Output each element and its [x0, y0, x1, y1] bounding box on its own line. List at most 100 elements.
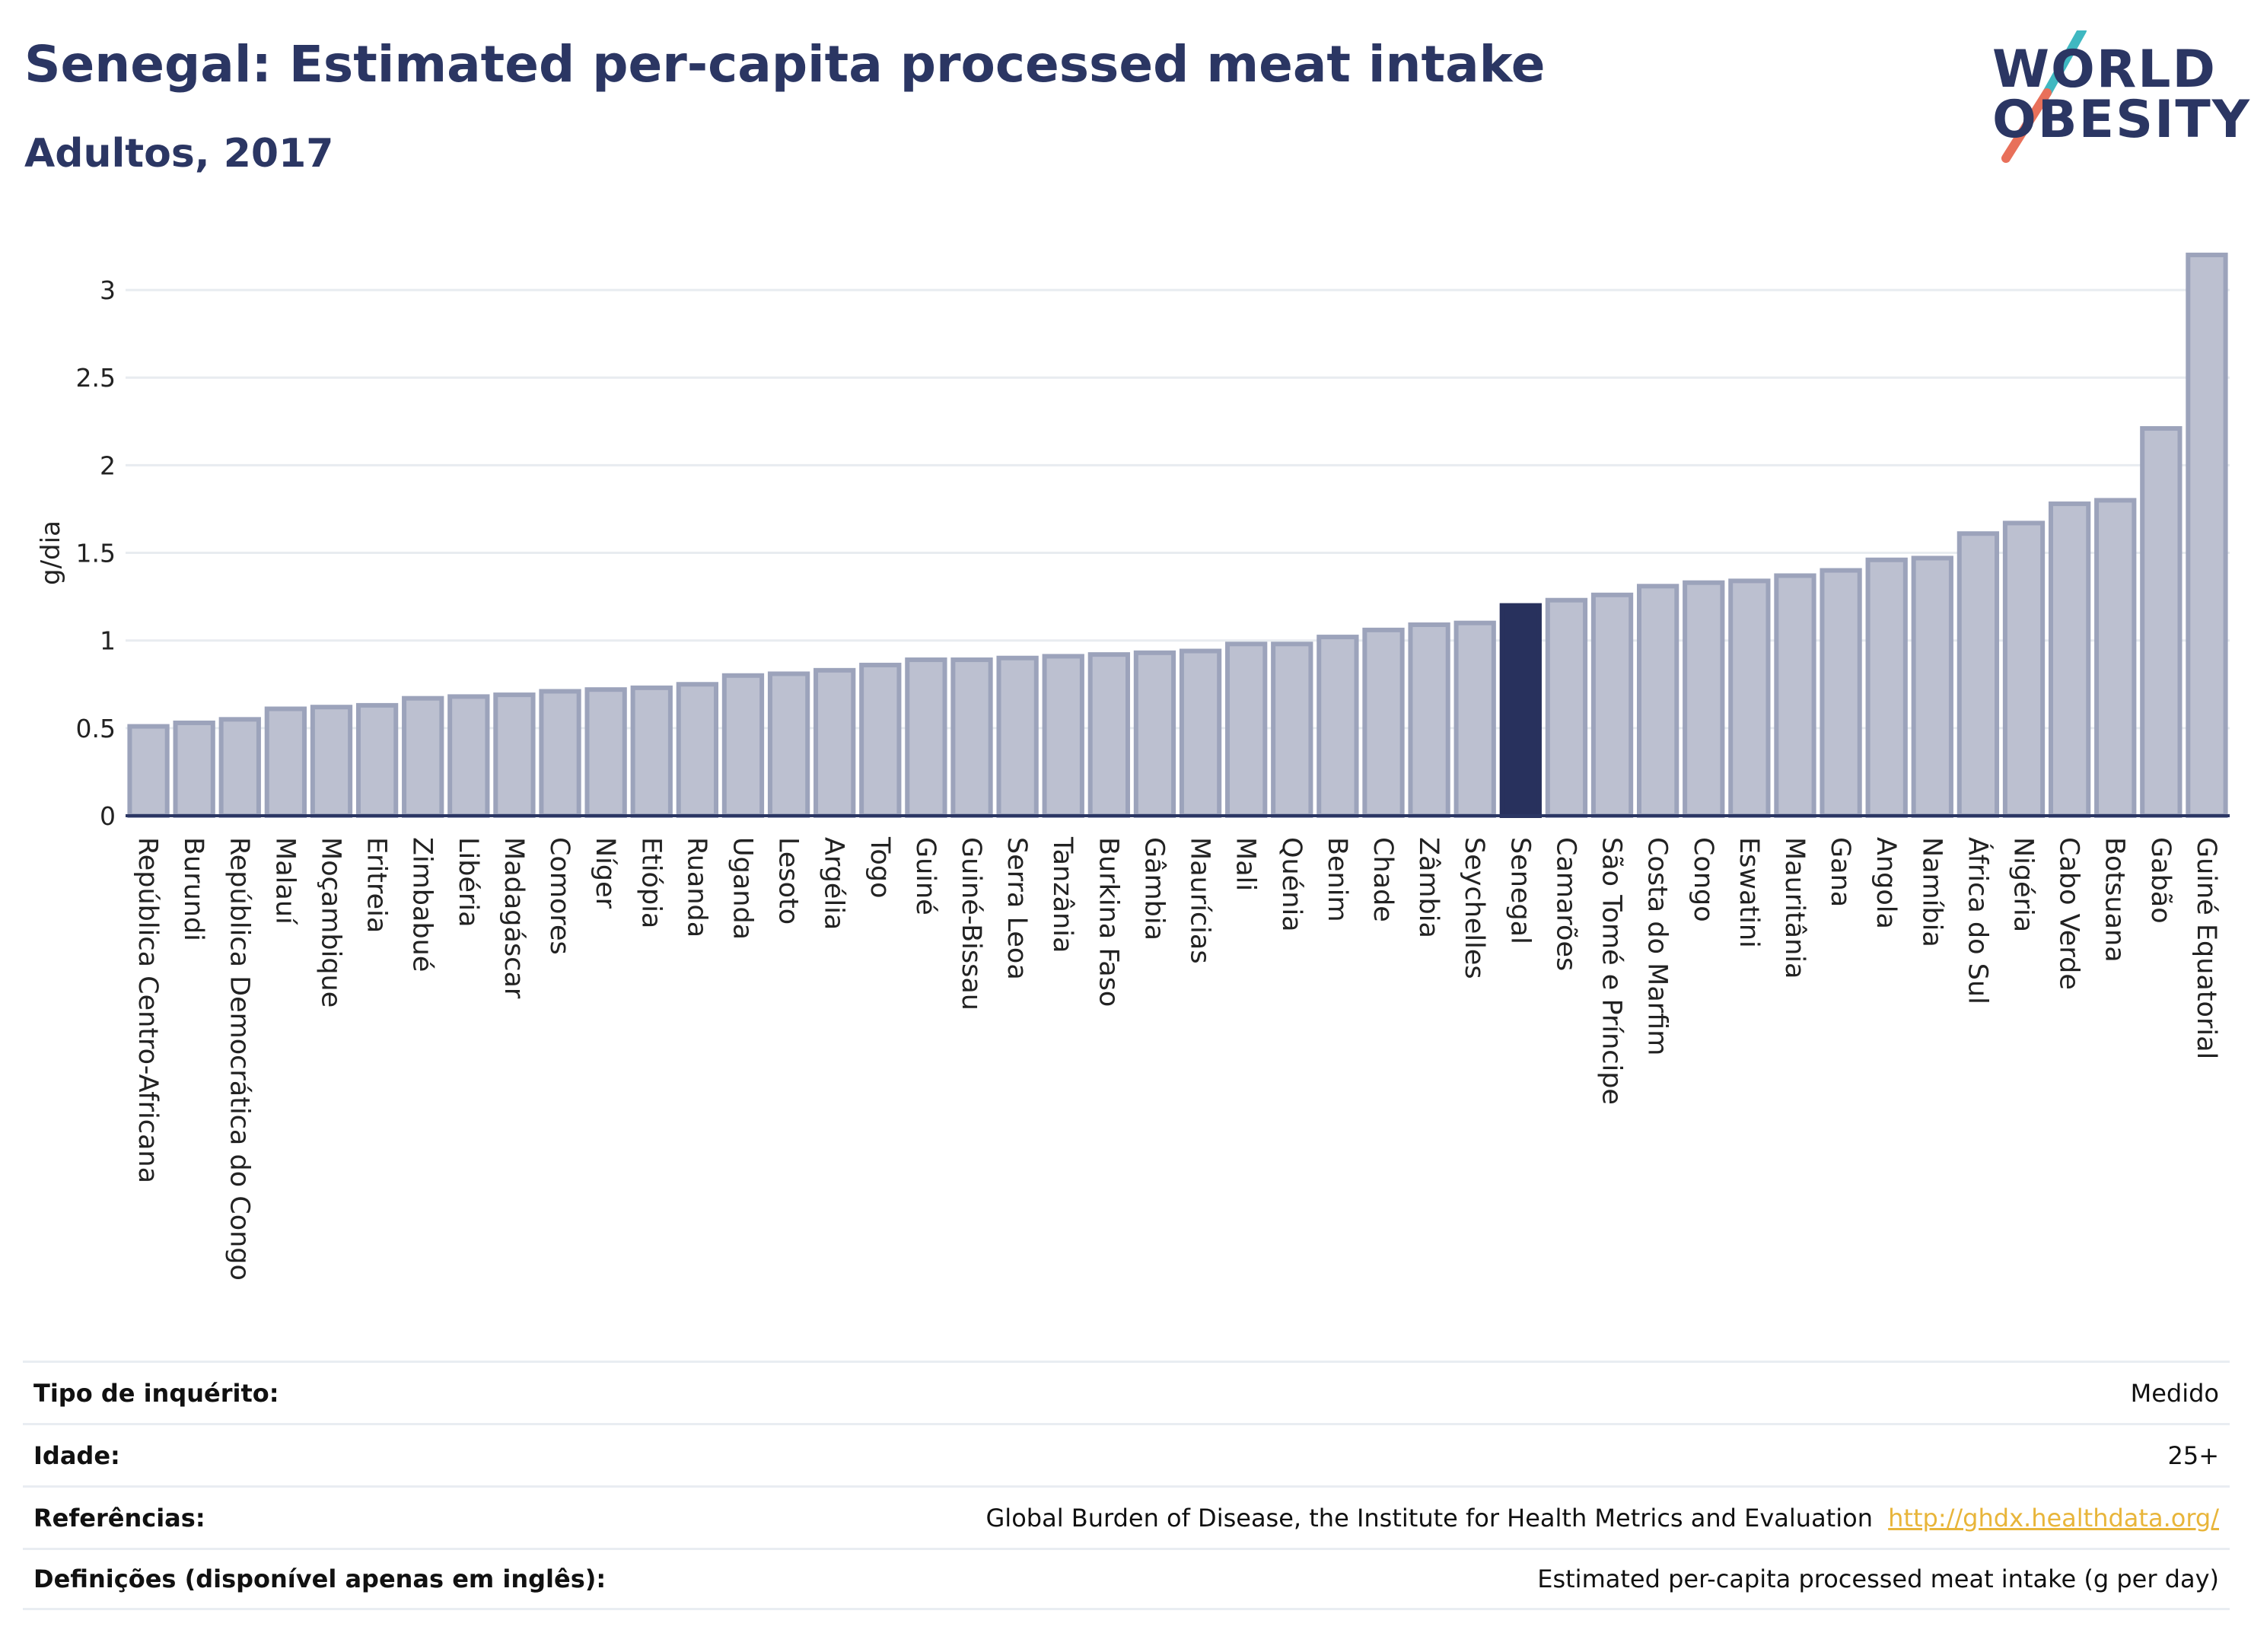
bar-camar-es[interactable] — [1545, 597, 1588, 819]
x-tick-label: Quénia — [1276, 837, 1307, 932]
x-tick-label: Senegal — [1504, 837, 1535, 944]
bar-arg-lia[interactable] — [813, 667, 856, 819]
bar-congo[interactable] — [1683, 580, 1725, 818]
bar-ruanda[interactable] — [676, 682, 719, 818]
y-tick-label: 1 — [100, 626, 116, 656]
y-tick-label: 3 — [100, 275, 116, 305]
reference-link[interactable]: http://ghdx.healthdata.org/ — [1888, 1503, 2219, 1533]
x-tick-label: Ruanda — [681, 837, 712, 937]
info-row-references: Referências: Global Burden of Disease, t… — [23, 1485, 2230, 1548]
x-tick-label: Maurícias — [1185, 837, 1215, 964]
x-tick-label: Angola — [1871, 837, 1901, 929]
info-row-age: Idade: 25+ — [23, 1423, 2230, 1485]
y-tick-label: 0 — [100, 801, 116, 831]
bar-tanz-nia[interactable] — [1042, 654, 1084, 819]
bar-lesoto[interactable] — [767, 671, 810, 818]
bar-burkina-faso[interactable] — [1087, 652, 1130, 818]
x-tick-label: Burundi — [178, 837, 209, 941]
x-tick-label: Namíbia — [1916, 837, 1947, 947]
bar-lib-ria[interactable] — [447, 694, 490, 818]
x-tick-label: República Democrática do Congo — [224, 837, 254, 1281]
bar-madag-scar[interactable] — [493, 692, 536, 818]
world-obesity-logo[interactable]: WORLD OBESITY — [1979, 30, 2249, 167]
x-tick-label: Camarões — [1550, 837, 1581, 971]
bar-g-mbia[interactable] — [1133, 650, 1176, 818]
bar-s-o-tom-e-pr-ncipe[interactable] — [1590, 592, 1634, 818]
bar-eswatini[interactable] — [1728, 578, 1771, 818]
bar-eritreia[interactable] — [355, 702, 399, 819]
x-tick-label: Costa do Marfim — [1642, 837, 1673, 1055]
x-tick-label: Níger — [590, 837, 620, 909]
x-tick-label: Gabão — [2145, 837, 2176, 924]
x-tick-label: Togo — [864, 836, 895, 898]
y-tick-label: 2.5 — [76, 363, 116, 393]
x-tick-label: Zimbabué — [407, 837, 438, 972]
bar-guin-equatorial[interactable] — [2186, 253, 2228, 819]
x-tick-label: Eritreia — [361, 837, 392, 933]
bar-angola[interactable] — [1865, 557, 1908, 818]
logo-slash-icon — [2001, 30, 2087, 163]
bar-malau-[interactable] — [264, 706, 307, 818]
x-tick-label: Botsuana — [2100, 837, 2130, 963]
x-tick-label: Etiópia — [635, 837, 666, 928]
bar-costa-do-marfim[interactable] — [1636, 584, 1679, 818]
bar-serra-leoa[interactable] — [996, 655, 1039, 819]
info-value: Global Burden of Disease, the Institute … — [986, 1504, 2220, 1533]
bar-z-mbia[interactable] — [1408, 622, 1450, 819]
info-value: Medido — [2130, 1378, 2219, 1408]
bar-gab-o[interactable] — [2140, 426, 2183, 818]
bar-uganda[interactable] — [721, 673, 765, 818]
x-tick-label: Eswatini — [1734, 837, 1764, 948]
bar-seychelles[interactable] — [1453, 620, 1496, 819]
bar-rep-blica-democr-tica-do-congo[interactable] — [218, 717, 261, 818]
logo-line2: OBESITY — [1992, 90, 2251, 150]
y-tick-label: 0.5 — [76, 714, 116, 743]
x-tick-label: Gâmbia — [1138, 837, 1169, 941]
x-tick-label: Mauritânia — [1779, 837, 1810, 979]
bar-rep-blica-centro-africana[interactable] — [127, 724, 170, 819]
bar-comores[interactable] — [539, 689, 581, 819]
bar-mali[interactable] — [1225, 641, 1268, 819]
y-tick-label: 1.5 — [76, 539, 116, 568]
bar-benim[interactable] — [1317, 635, 1359, 818]
bar-guin-bissau[interactable] — [950, 657, 993, 818]
x-tick-label: Cabo Verde — [2054, 837, 2084, 990]
bar-botsuana[interactable] — [2094, 498, 2137, 818]
bar-maurit-nia[interactable] — [1774, 573, 1816, 818]
info-row-definitions: Definições (disponível apenas em inglês)… — [23, 1548, 2230, 1610]
x-tick-label: Guiné Equatorial — [2191, 837, 2221, 1059]
bar-gana[interactable] — [1820, 568, 1862, 818]
bar-mo-ambique[interactable] — [310, 705, 353, 818]
info-table: Tipo de inquérito: Medido Idade: 25+ Ref… — [23, 1361, 2230, 1610]
x-tick-label: Benim — [1322, 837, 1352, 922]
bar-n-ger[interactable] — [584, 687, 627, 818]
x-tick-label: Burkina Faso — [1093, 837, 1123, 1007]
bar-cabo-verde[interactable] — [2048, 501, 2091, 818]
info-row-survey-type: Tipo de inquérito: Medido — [23, 1361, 2230, 1423]
bar-nam-bia[interactable] — [1911, 555, 1953, 818]
bar-chade[interactable] — [1362, 627, 1405, 818]
bar-togo[interactable] — [859, 662, 902, 818]
x-tick-label: Guiné — [910, 837, 941, 915]
bar-guin-[interactable] — [905, 657, 947, 818]
info-value: Estimated per-capita processed meat inta… — [1537, 1564, 2219, 1593]
x-tick-label: Madagáscar — [498, 837, 529, 999]
x-tick-label: Guiné-Bissau — [956, 837, 986, 1011]
bar-senegal[interactable] — [1499, 603, 1542, 818]
x-tick-label: Nigéria — [2008, 837, 2039, 932]
x-tick-label: República Centro-Africana — [132, 837, 163, 1183]
bar-burundi[interactable] — [173, 720, 215, 818]
bar-qu-nia[interactable] — [1271, 641, 1313, 819]
bar-eti-pia[interactable] — [630, 685, 673, 818]
x-tick-label: São Tomé e Príncipe — [1597, 837, 1627, 1105]
x-tick-label: Gana — [1825, 837, 1855, 907]
x-tick-label: África do Sul — [1962, 837, 1994, 1004]
x-tick-label: Lesoto — [773, 837, 804, 925]
x-tick-label: Zâmbia — [1413, 837, 1444, 938]
bar-nig-ria[interactable] — [2002, 520, 2046, 818]
y-axis-label: g/dia — [36, 520, 66, 585]
bar--frica-do-sul[interactable] — [1956, 531, 2000, 818]
bar-zimbabu-[interactable] — [402, 695, 444, 818]
bar-maur-cias[interactable] — [1179, 648, 1222, 818]
info-label: Definições (disponível apenas em inglês)… — [33, 1564, 607, 1593]
